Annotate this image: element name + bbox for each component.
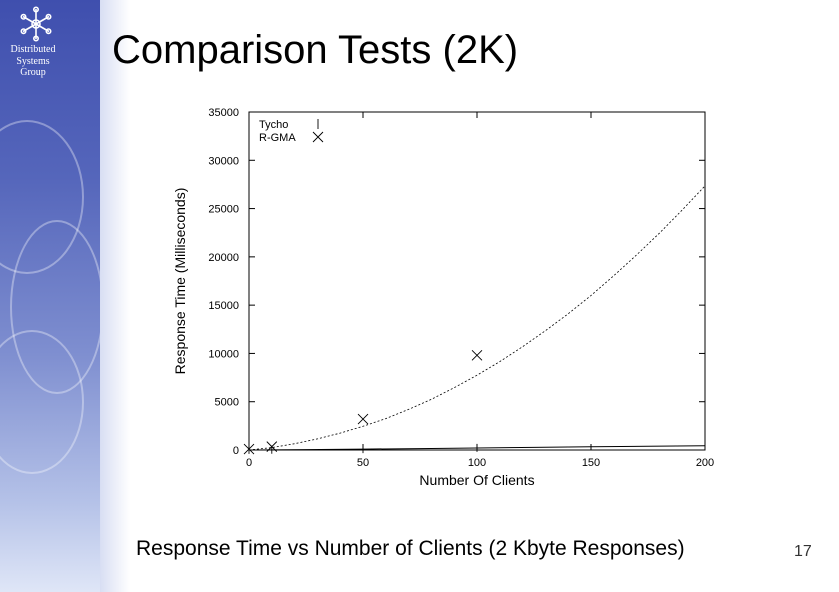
data-point-rgma — [471, 350, 483, 361]
x-axis-label: Number Of Clients — [419, 472, 534, 488]
page-number: 17 — [794, 543, 812, 560]
y-tick-label: 15000 — [208, 300, 239, 312]
x-axis: 0 50 100 150 200 — [246, 112, 714, 469]
data-point-rgma — [243, 443, 255, 455]
y-tick-label: 30000 — [208, 155, 239, 167]
y-tick-label: 35000 — [208, 107, 239, 119]
y-tick-label: 5000 — [215, 397, 239, 409]
response-time-chart: 0 5000 10000 15000 20000 25000 30000 35000 0 50 1… — [172, 107, 714, 488]
snowflake-network-icon — [20, 6, 52, 42]
sidebar-banner — [0, 0, 100, 592]
x-tick-label: 0 — [246, 457, 252, 469]
plot-border — [248, 111, 706, 451]
y-tick-label: 10000 — [208, 348, 239, 360]
chart-caption: Response Time vs Number of Clients (2 Kb… — [136, 537, 685, 560]
x-tick-label: 150 — [582, 457, 600, 469]
y-axis-label: Response Time (Milliseconds) — [172, 188, 188, 375]
y-tick-label: 20000 — [208, 252, 239, 264]
sidebar-fade — [100, 0, 130, 592]
series-rgma-line — [248, 185, 706, 451]
y-tick-label: 25000 — [208, 204, 239, 216]
data-point-rgma — [266, 441, 278, 452]
slide-title: Comparison Tests (2K) — [112, 28, 519, 72]
x-tick-label: 50 — [357, 457, 369, 469]
legend-label: Tycho — [259, 119, 288, 131]
legend-marker-x — [312, 131, 324, 143]
legend-label: R-GMA — [259, 132, 296, 144]
series-layer — [243, 185, 706, 455]
x-tick-label: 100 — [468, 457, 486, 469]
y-tick-label: 0 — [233, 445, 239, 457]
plot-frame — [248, 111, 706, 451]
y-axis: 0 5000 10000 15000 20000 25000 30000 35000 — [208, 107, 705, 457]
x-tick-label: 200 — [696, 457, 714, 469]
group-name: Distributed Systems Group — [10, 44, 56, 78]
data-point-rgma — [357, 413, 369, 425]
